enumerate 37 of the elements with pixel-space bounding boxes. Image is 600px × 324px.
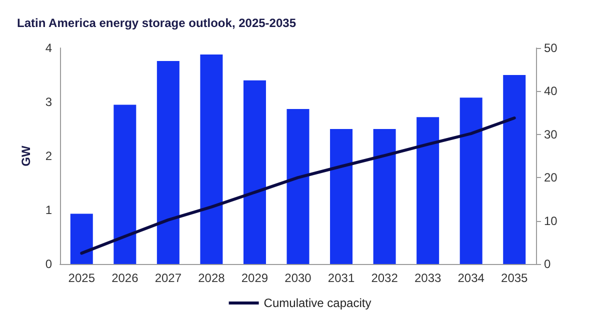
x-tick-label: 2028	[198, 271, 226, 285]
y-tick-label: 4	[45, 41, 52, 55]
bar	[416, 117, 440, 264]
bar	[286, 109, 310, 264]
y2-tick-label: 40	[544, 84, 558, 98]
bar	[156, 60, 180, 264]
y2-tick-label: 30	[544, 127, 558, 142]
y-tick-label: 2	[45, 149, 52, 163]
bar	[503, 75, 526, 264]
y-tick-label: 1	[45, 203, 52, 217]
bar	[460, 98, 482, 264]
legend-label: Cumulative capacity	[264, 296, 372, 310]
bar	[373, 129, 396, 264]
line-series	[80, 116, 516, 255]
y2-tick-label: 10	[544, 214, 558, 228]
y-tick-label: 0	[45, 257, 52, 271]
bar	[330, 129, 353, 264]
x-tick-label: 2030	[284, 271, 312, 285]
bar	[70, 214, 93, 264]
x-tick-label: 2029	[241, 271, 268, 285]
y2-tick-label: 0	[544, 257, 551, 271]
x-tick-label: 2025	[68, 271, 96, 285]
y2-tick-label: 20	[544, 170, 558, 185]
bar	[114, 104, 136, 264]
x-tick-label: 2032	[371, 271, 398, 285]
bar	[243, 80, 266, 264]
y2-tick-label: 50	[544, 41, 558, 55]
x-tick-label: 2026	[112, 271, 139, 285]
x-tick-label: 2035	[501, 271, 528, 285]
chart-title: Latin America energy storage outlook, 2025-2035	[17, 16, 296, 30]
x-tick-label: 2034	[458, 271, 485, 285]
x-tick-label: 2033	[414, 271, 442, 285]
y-tick-label: 3	[45, 95, 52, 109]
x-tick-label: 2031	[328, 271, 355, 285]
bar	[200, 54, 223, 264]
x-tick-label: 2027	[154, 271, 182, 285]
y-axis-title: GW	[19, 145, 33, 166]
